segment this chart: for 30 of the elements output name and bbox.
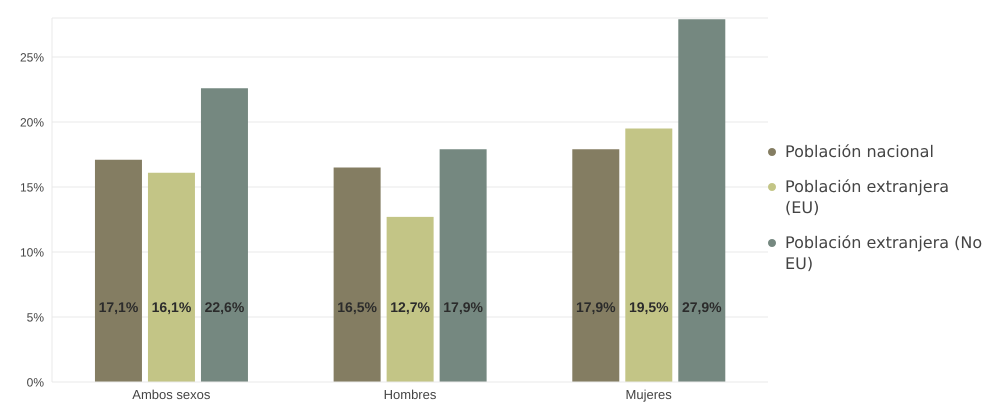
x-tick-label: Ambos sexos	[132, 387, 211, 402]
legend-label: Población extranjera (No EU)	[785, 232, 983, 274]
x-tick-label: Mujeres	[626, 387, 672, 402]
legend-label: Población extranjera (EU)	[785, 176, 950, 218]
bar	[94, 160, 142, 382]
data-label: 27,9%	[682, 299, 722, 315]
y-tick-label: 15%	[20, 180, 44, 194]
bar	[334, 168, 381, 382]
bar	[572, 149, 620, 382]
bar	[625, 128, 672, 382]
bar	[440, 149, 487, 382]
data-label: 16,5%	[337, 299, 378, 315]
data-label: 17,9%	[443, 299, 484, 315]
data-label: 19,5%	[628, 299, 670, 315]
bar	[148, 172, 195, 382]
y-tick-label: 0%	[26, 375, 44, 390]
y-tick-label: 25%	[20, 50, 44, 64]
data-label: 17,1%	[98, 299, 139, 315]
x-tick-label: Hombres	[384, 387, 437, 402]
y-tick-label: 5%	[26, 310, 44, 324]
data-label: 22,6%	[204, 299, 245, 315]
y-tick-label: 20%	[20, 115, 44, 130]
bar	[678, 19, 726, 382]
bar	[200, 88, 248, 382]
y-tick-label: 10%	[20, 245, 44, 260]
data-label: 12,7%	[390, 299, 431, 315]
data-label: 16,1%	[152, 299, 192, 315]
bar	[386, 216, 434, 382]
data-label: 17,9%	[576, 299, 616, 315]
legend-label: Población nacional	[785, 140, 934, 162]
